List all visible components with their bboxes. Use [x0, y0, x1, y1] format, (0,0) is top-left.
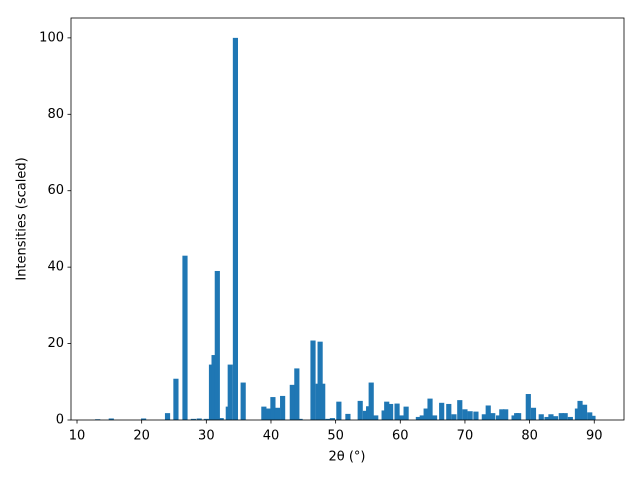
- y-tick-label: 40: [47, 260, 64, 275]
- bar: [297, 418, 303, 420]
- bar: [173, 378, 179, 420]
- bar: [530, 407, 537, 420]
- bar: [467, 411, 473, 420]
- bar: [552, 416, 559, 420]
- bar: [587, 412, 593, 420]
- y-tick-label: 0: [56, 413, 64, 428]
- bar: [451, 414, 457, 420]
- bar: [336, 401, 342, 420]
- bar: [427, 398, 433, 420]
- bar: [227, 364, 233, 420]
- bar: [446, 403, 452, 420]
- x-tick-label: 60: [392, 429, 409, 444]
- bar: [490, 413, 496, 420]
- x-tick-label: 80: [521, 429, 538, 444]
- bar: [439, 402, 445, 420]
- bar: [548, 414, 554, 420]
- bar: [357, 400, 363, 420]
- y-tick-label: 100: [39, 30, 64, 45]
- bar: [203, 418, 209, 420]
- bar: [419, 415, 425, 420]
- bar: [415, 416, 421, 420]
- bar: [431, 415, 438, 420]
- bar: [562, 413, 568, 420]
- bar: [214, 270, 220, 420]
- bar: [516, 413, 522, 420]
- bar: [289, 384, 295, 420]
- bar: [108, 418, 114, 420]
- bar: [495, 415, 502, 420]
- bar: [567, 416, 573, 420]
- bar: [325, 418, 331, 420]
- bar: [499, 409, 505, 420]
- bar: [368, 382, 374, 420]
- bar: [485, 405, 491, 420]
- bar: [558, 413, 564, 420]
- bar: [398, 415, 405, 420]
- bar: [538, 414, 544, 420]
- x-tick-label: 50: [327, 429, 344, 444]
- bar: [274, 407, 281, 420]
- bar: [581, 404, 588, 420]
- y-axis-label: Intensities (scaled): [15, 157, 30, 280]
- bar: [211, 355, 217, 420]
- bar: [240, 382, 246, 420]
- bar: [310, 340, 316, 420]
- bar: [329, 418, 335, 420]
- bar: [196, 418, 202, 420]
- x-axis-label: 2θ (°): [328, 450, 365, 465]
- bar: [525, 394, 531, 420]
- y-tick-label: 20: [47, 336, 64, 351]
- bar: [265, 408, 271, 420]
- x-tick-label: 40: [263, 429, 280, 444]
- bar: [403, 406, 409, 420]
- bar: [590, 415, 596, 420]
- plot-frame: [70, 17, 625, 421]
- bar: [261, 406, 267, 420]
- bar: [280, 395, 286, 420]
- bar: [462, 409, 468, 420]
- bar: [394, 403, 400, 420]
- bar: [320, 383, 326, 420]
- bar: [270, 397, 276, 420]
- x-tick-label: 20: [133, 429, 150, 444]
- bar: [345, 413, 351, 420]
- bar: [423, 408, 429, 420]
- bar: [164, 413, 171, 420]
- bar: [481, 414, 487, 420]
- y-tick-label: 80: [47, 107, 64, 122]
- bar: [473, 411, 479, 420]
- bar: [362, 410, 368, 420]
- y-tick-label: 60: [47, 183, 64, 198]
- x-tick-label: 30: [198, 429, 215, 444]
- bar: [388, 403, 394, 420]
- bar: [232, 37, 239, 420]
- x-tick-label: 70: [457, 429, 474, 444]
- bar: [218, 418, 224, 420]
- bar: [190, 418, 196, 420]
- bar: [373, 415, 379, 420]
- bar: [457, 400, 463, 420]
- x-tick-label: 10: [69, 429, 86, 444]
- bar: [577, 400, 583, 420]
- bar: [544, 416, 550, 420]
- bar: [294, 368, 300, 420]
- x-tick-label: 90: [586, 429, 603, 444]
- bar: [384, 401, 390, 420]
- bar: [574, 408, 581, 420]
- bar: [317, 341, 323, 420]
- bar: [503, 409, 509, 420]
- bar: [182, 255, 188, 420]
- bar: [141, 418, 147, 420]
